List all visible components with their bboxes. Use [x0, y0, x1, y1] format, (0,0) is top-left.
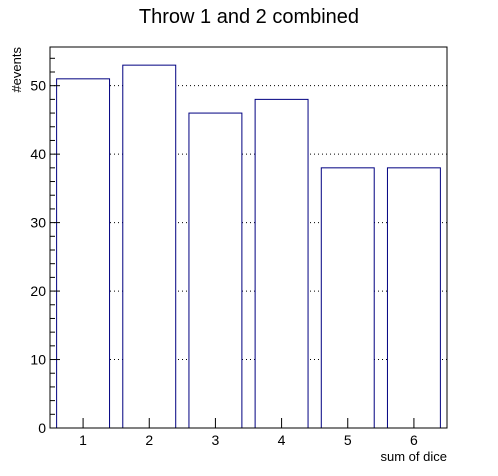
x-tick-label: 5 — [344, 432, 352, 448]
y-tick-label: 10 — [30, 352, 46, 368]
bars-layer — [57, 65, 441, 428]
y-tick-label: 20 — [30, 283, 46, 299]
x-axis-label: sum of dice — [381, 449, 447, 464]
chart-title: Throw 1 and 2 combined — [139, 6, 359, 28]
x-tick-label: 6 — [410, 432, 418, 448]
y-tick-label: 50 — [30, 78, 46, 94]
bar — [123, 65, 176, 428]
y-axis-label: #events — [9, 47, 24, 93]
bar — [387, 168, 440, 428]
bar — [57, 79, 110, 428]
x-tick-label: 4 — [278, 432, 286, 448]
bar — [321, 168, 374, 428]
y-tick-label: 40 — [30, 146, 46, 162]
y-tick-label: 30 — [30, 215, 46, 231]
bar — [189, 113, 242, 428]
x-tick-label: 1 — [79, 432, 87, 448]
x-tick-label: 3 — [212, 432, 220, 448]
y-tick-label: 0 — [38, 420, 46, 436]
x-tick-label: 2 — [145, 432, 153, 448]
bar — [255, 99, 308, 428]
